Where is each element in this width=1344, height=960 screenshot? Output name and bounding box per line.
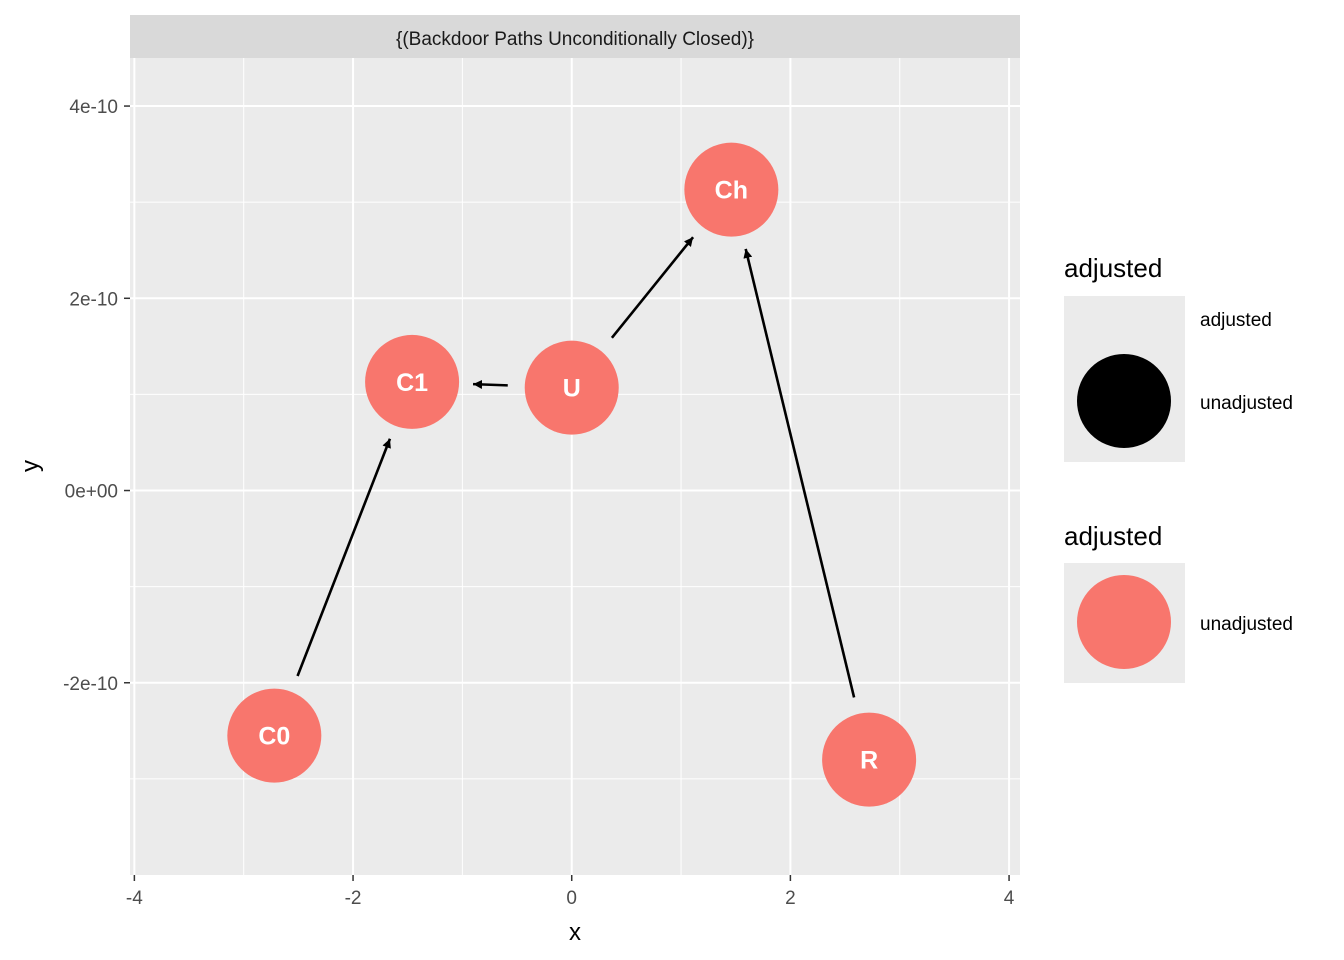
edge-c0-to-c1 bbox=[296, 438, 392, 677]
node-label-ch: Ch bbox=[715, 177, 748, 205]
facet-strip bbox=[130, 15, 1020, 58]
edge-r-to-ch bbox=[743, 248, 856, 698]
legend-1-label-adjusted: adjusted bbox=[1200, 310, 1272, 331]
legend-2: adjusted unadjusted bbox=[1064, 521, 1293, 683]
x-tick-label: 4 bbox=[1004, 888, 1015, 909]
x-axis-title: x bbox=[569, 919, 581, 946]
edges bbox=[296, 236, 856, 698]
y-axis: 4e-10 2e-10 0e+00 -2e-10 bbox=[63, 97, 130, 695]
legend-1: adjusted adjusted unadjusted bbox=[1064, 253, 1293, 462]
legend-1-key-unadjusted bbox=[1077, 354, 1171, 448]
x-tick-label: -2 bbox=[345, 888, 362, 909]
nodes: C0 C1 U Ch R bbox=[227, 142, 917, 807]
y-tick-label: -2e-10 bbox=[63, 674, 118, 695]
y-tick-label: 0e+00 bbox=[65, 482, 118, 503]
x-tick-label: 2 bbox=[785, 888, 796, 909]
y-tick-label: 4e-10 bbox=[69, 97, 118, 118]
node-label-c0: C0 bbox=[258, 723, 290, 751]
y-axis-title: y bbox=[17, 460, 44, 472]
legend-1-label-unadjusted: unadjusted bbox=[1200, 393, 1293, 414]
facet-strip-label: {(Backdoor Paths Unconditionally Closed)… bbox=[396, 29, 754, 50]
edge-u-to-ch bbox=[610, 236, 695, 339]
legend-1-title: adjusted bbox=[1064, 253, 1162, 283]
node-ch bbox=[684, 142, 779, 237]
edge-u-to-c1 bbox=[473, 379, 508, 389]
x-tick-label: -4 bbox=[126, 888, 143, 909]
node-label-r: R bbox=[860, 747, 878, 775]
node-c0 bbox=[227, 688, 322, 783]
legend-2-label-unadjusted: unadjusted bbox=[1200, 614, 1293, 635]
legend-2-title: adjusted bbox=[1064, 521, 1162, 551]
legend-2-key-unadjusted bbox=[1077, 575, 1171, 669]
node-r bbox=[822, 712, 917, 807]
node-label-u: U bbox=[563, 375, 581, 403]
major-gridlines bbox=[130, 58, 1020, 875]
node-c1 bbox=[365, 334, 460, 429]
x-tick-label: 0 bbox=[566, 888, 577, 909]
node-u bbox=[524, 340, 619, 435]
x-axis: -4 -2 0 2 4 bbox=[126, 875, 1015, 909]
node-label-c1: C1 bbox=[396, 369, 428, 397]
y-tick-label: 2e-10 bbox=[69, 289, 118, 310]
